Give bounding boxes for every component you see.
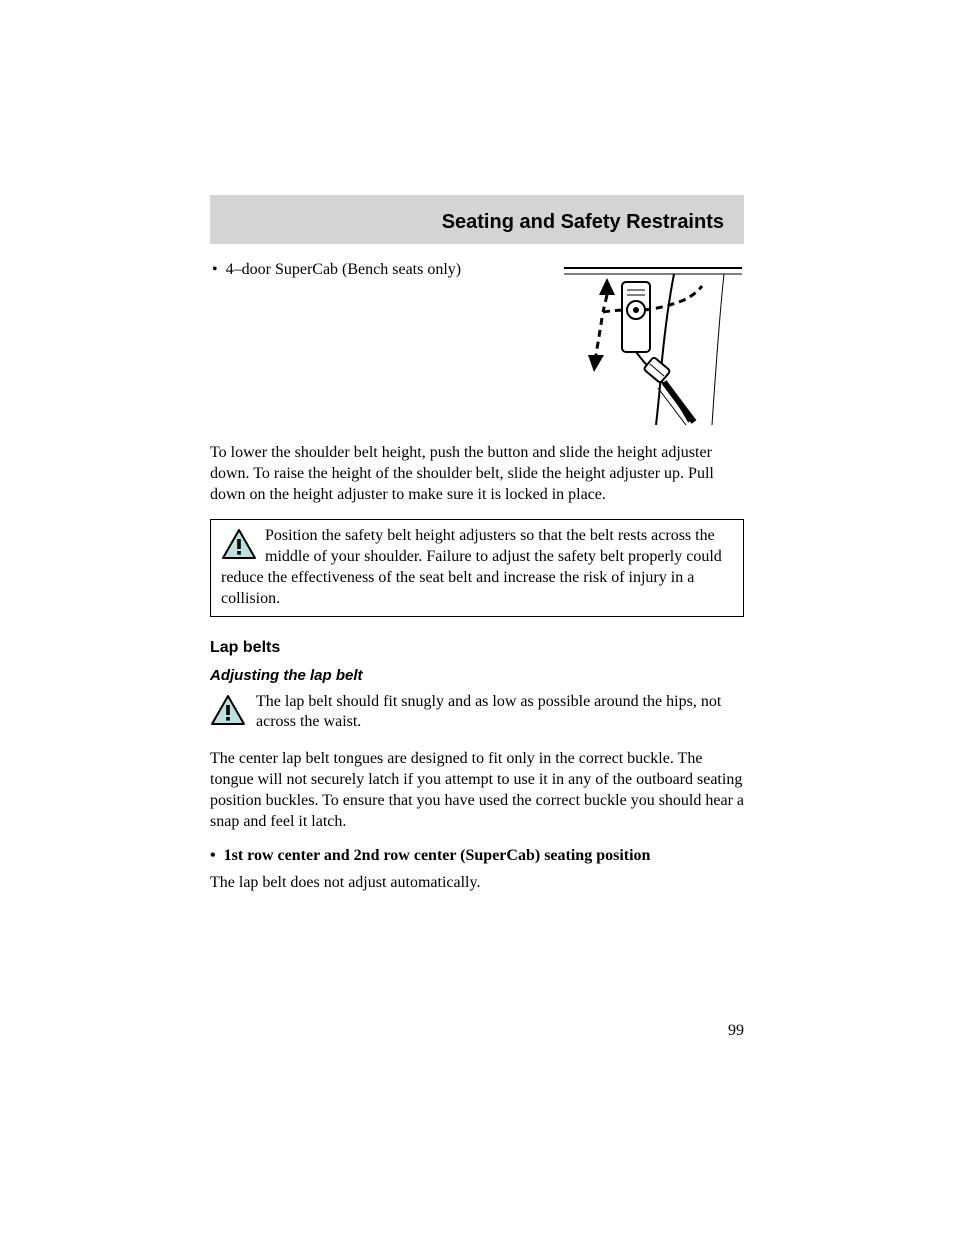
- height-adjuster-svg: [524, 260, 744, 425]
- page-header-bar: Seating and Safety Restraints: [210, 195, 744, 244]
- page-number: 99: [728, 1022, 744, 1040]
- lap-belt-warning-row: The lap belt should fit snugly and as lo…: [210, 692, 744, 734]
- position-warning-text: Position the safety belt height adjuster…: [221, 526, 733, 609]
- bullet-glyph: •: [210, 260, 218, 281]
- position-warning-box: Position the safety belt height adjuster…: [210, 519, 744, 616]
- height-adjuster-figure: [524, 260, 744, 425]
- bullet-text: 4–door SuperCab (Bench seats only): [226, 260, 462, 281]
- bullet-glyph: •: [210, 846, 216, 867]
- supercab-bullet: • 4–door SuperCab (Bench seats only): [210, 260, 504, 281]
- adjuster-instructions: To lower the shoulder belt height, push …: [210, 443, 744, 505]
- adjusting-lap-belt-subheading: Adjusting the lap belt: [210, 667, 744, 684]
- lap-belt-warning-text: The lap belt should fit snugly and as lo…: [256, 692, 744, 734]
- center-lap-belt-para: The center lap belt tongues are designed…: [210, 749, 744, 832]
- top-row: • 4–door SuperCab (Bench seats only): [210, 260, 744, 425]
- row-center-bullet: • 1st row center and 2nd row center (Sup…: [210, 846, 744, 867]
- lap-belt-auto-para: The lap belt does not adjust automatical…: [210, 873, 744, 894]
- document-page: Seating and Safety Restraints • 4–door S…: [0, 0, 954, 1235]
- warning-triangle-icon: [221, 528, 257, 560]
- page-header-title: Seating and Safety Restraints: [230, 211, 724, 234]
- lap-belts-heading: Lap belts: [210, 639, 744, 657]
- row-center-bold-text: 1st row center and 2nd row center (Super…: [224, 846, 651, 867]
- warning-triangle-icon: [210, 694, 246, 733]
